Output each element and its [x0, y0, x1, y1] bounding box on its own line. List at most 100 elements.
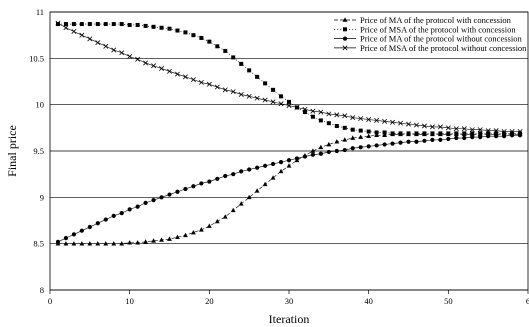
series-2-point — [414, 131, 419, 136]
series-4-point — [278, 101, 284, 107]
series-2-point — [87, 22, 92, 27]
series-2-point — [446, 131, 451, 136]
series-2-point — [279, 94, 284, 99]
series-3-point — [247, 167, 252, 172]
legend-background — [330, 14, 526, 54]
series-3-point — [223, 173, 228, 179]
series-3-point — [502, 134, 507, 139]
axis-ticks: 8 8.5 9 9.5 10 10.5 11 0 10 20 30 40 50 6 — [29, 7, 529, 306]
y-tick-label: 10 — [36, 100, 45, 110]
series-group — [55, 20, 523, 246]
series-2-point — [342, 125, 347, 130]
series-1-point — [143, 239, 148, 244]
series-4-point — [254, 95, 260, 101]
series-2-point — [470, 131, 475, 136]
series-2-point — [95, 22, 100, 27]
series-4-point — [318, 109, 324, 115]
series-3-point — [342, 147, 347, 153]
legend-label: Price of MSA of the protocol without con… — [360, 43, 527, 53]
series-2-point — [183, 30, 188, 35]
series-2-point — [223, 48, 228, 53]
series-2-point — [302, 110, 307, 115]
series-2-point — [143, 23, 148, 28]
x-tick-label: 20 — [205, 296, 214, 306]
series-2-point — [119, 22, 124, 27]
series-3-point — [215, 176, 220, 181]
series-2-point — [167, 26, 172, 31]
series-3-point — [494, 134, 499, 139]
series-3-point — [509, 133, 515, 138]
series-4-point — [310, 108, 316, 114]
series-3-point — [462, 135, 467, 141]
series-4-point — [334, 112, 340, 118]
series-3-point — [119, 210, 124, 216]
series-4-point — [477, 127, 483, 133]
series-4-point — [135, 56, 141, 62]
series-3-point — [358, 145, 363, 150]
series-3-point — [175, 189, 180, 194]
series-3-point — [87, 224, 92, 230]
series-4-point — [55, 20, 61, 26]
series-4-point — [390, 119, 396, 125]
legend-marker — [342, 17, 348, 22]
series-1-point — [198, 227, 204, 232]
series-1-point — [358, 134, 364, 139]
series-4-point — [421, 123, 427, 129]
series-3-point — [366, 144, 371, 149]
series-2-point — [79, 22, 84, 27]
x-tick-label: 10 — [125, 296, 134, 306]
series-3-point — [350, 146, 355, 151]
series-3-point — [55, 239, 61, 244]
series-2-point — [310, 114, 315, 119]
series-4-point — [517, 129, 523, 135]
series-3-point — [111, 213, 116, 218]
series-3-point — [151, 198, 156, 203]
series-2-point — [366, 129, 371, 134]
series-2-point — [103, 22, 108, 27]
series-1-point — [111, 241, 117, 246]
series-4-point — [350, 115, 356, 121]
series-1-point — [167, 236, 172, 241]
series-3-point — [95, 221, 100, 226]
series-2-point — [127, 22, 132, 27]
legend-label: Price of MA of the protocol without conc… — [360, 34, 522, 44]
series-2-point — [478, 131, 483, 136]
series-2-point — [494, 131, 499, 136]
series-4-point — [509, 129, 515, 135]
series-3-point — [270, 161, 276, 167]
series-4-point — [182, 74, 188, 80]
series-2-point — [390, 131, 395, 136]
series-4-point — [246, 93, 252, 99]
series-2-line — [57, 23, 521, 134]
series-4-point — [230, 89, 236, 95]
x-axis-label: Iteration — [269, 312, 310, 326]
series-3-point — [398, 140, 403, 145]
series-1-point — [262, 181, 268, 187]
series-4-point — [71, 28, 77, 34]
series-3-point — [199, 181, 204, 186]
legend-label: Price of MSA of the protocol with conces… — [360, 24, 516, 34]
series-3-point — [438, 137, 443, 142]
legend-item: Price of MSA of the protocol without con… — [334, 43, 527, 53]
series-3-point — [183, 186, 188, 192]
series-2-point — [358, 128, 363, 133]
y-tick-label: 8.5 — [33, 239, 44, 249]
series-4-point — [469, 127, 475, 133]
series-2-point — [382, 130, 387, 135]
series-1-point — [230, 207, 236, 213]
series-1-point — [222, 214, 228, 219]
series-4-point — [214, 84, 220, 90]
series-3-point — [263, 163, 268, 168]
series-3-point — [294, 156, 300, 161]
series-3-point — [71, 232, 76, 237]
series-4-point — [262, 97, 268, 103]
series-3-point — [143, 200, 148, 205]
series-4-point — [111, 47, 117, 53]
legend-item: Price of MA of the protocol without conc… — [334, 34, 522, 44]
series-3-point — [231, 172, 236, 177]
y-tick-label: 11 — [36, 7, 44, 17]
series-2-point — [207, 39, 212, 44]
series-3 — [55, 133, 523, 244]
series-2-point — [63, 22, 68, 27]
